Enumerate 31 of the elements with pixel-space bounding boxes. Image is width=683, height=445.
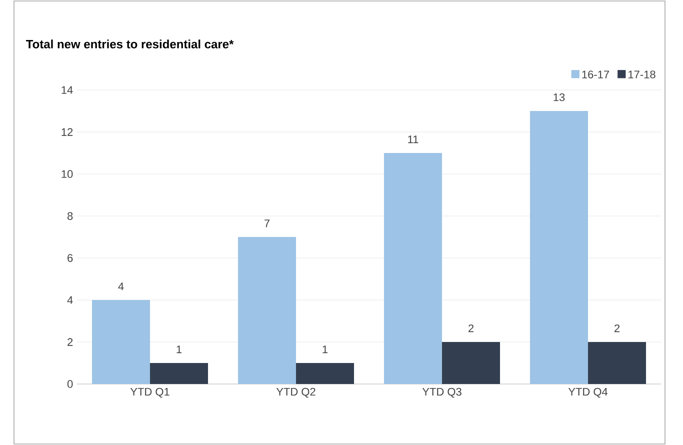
- legend-label: 16-17: [582, 70, 610, 78]
- chart-title: Total new entries to residential care*: [26, 40, 234, 48]
- data-label: 2: [614, 324, 620, 332]
- y-tick-label: 8: [68, 212, 73, 220]
- x-tick-label: YTD Q3: [422, 388, 462, 398]
- y-tick-label: 0: [67, 380, 73, 388]
- bar: [296, 363, 354, 384]
- bar: [442, 342, 500, 384]
- y-tick-label: 10: [62, 170, 73, 178]
- bar: [238, 236, 296, 384]
- y-tick-label: 6: [68, 254, 73, 262]
- x-tick-label: YTD Q4: [568, 388, 608, 398]
- data-label: 1: [322, 346, 328, 354]
- data-label: 7: [264, 220, 270, 228]
- x-tick-label: YTD Q2: [276, 388, 316, 398]
- legend-label: 17-18: [628, 70, 656, 78]
- y-tick-label: 14: [62, 86, 73, 94]
- y-tick-label: 2: [68, 338, 73, 346]
- y-tick-label: 12: [62, 128, 73, 136]
- bar: [530, 110, 588, 384]
- bar: [384, 152, 442, 384]
- bar: [92, 300, 150, 384]
- bar: [588, 342, 646, 384]
- data-label: 1: [176, 346, 182, 354]
- bar: [150, 363, 208, 384]
- x-tick-label: YTD Q1: [130, 388, 170, 398]
- data-label: 13: [554, 93, 565, 102]
- data-label: 2: [468, 324, 474, 332]
- data-label: 11: [408, 136, 418, 144]
- y-tick-label: 4: [67, 296, 73, 304]
- data-label: 4: [118, 282, 124, 290]
